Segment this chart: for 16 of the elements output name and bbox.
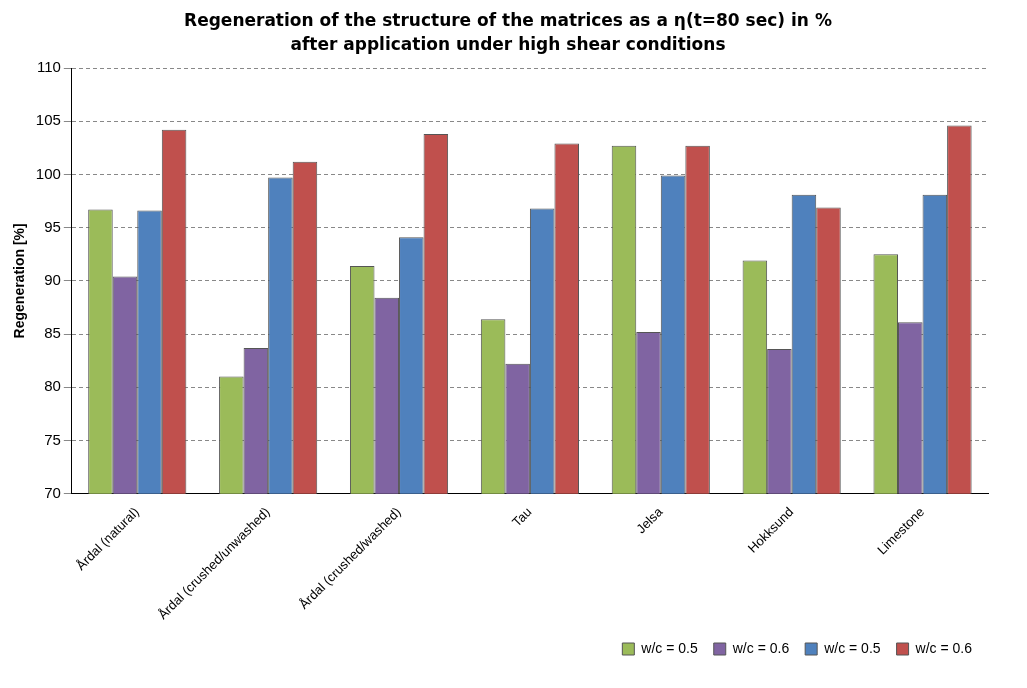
legend-label: w/c = 0.6 — [731, 639, 790, 656]
x-tick-label: Tau — [509, 504, 535, 530]
y-tick-label: 105 — [35, 111, 61, 129]
y-tick-label: 80 — [44, 377, 61, 395]
y-tick-label: 75 — [44, 430, 61, 448]
y-tick-label: 110 — [36, 58, 61, 76]
y-tick-label: 90 — [44, 270, 61, 288]
y-tick-label: 85 — [44, 324, 61, 342]
legend-label: w/c = 0.6 — [914, 639, 973, 656]
chart-title: Regeneration of the structure of the matrices as a η(t=80 sec) in % after application under high shear conditions — [183, 9, 833, 56]
y-tick-label: 95 — [44, 217, 61, 235]
y-tick-label: 70 — [44, 483, 61, 501]
legend-label: w/c = 0.5 — [823, 639, 881, 656]
y-axis-title: Regeneration [%] — [11, 223, 28, 339]
y-tick-label: 100 — [35, 164, 61, 182]
legend-label: w/c = 0.5 — [640, 639, 698, 656]
